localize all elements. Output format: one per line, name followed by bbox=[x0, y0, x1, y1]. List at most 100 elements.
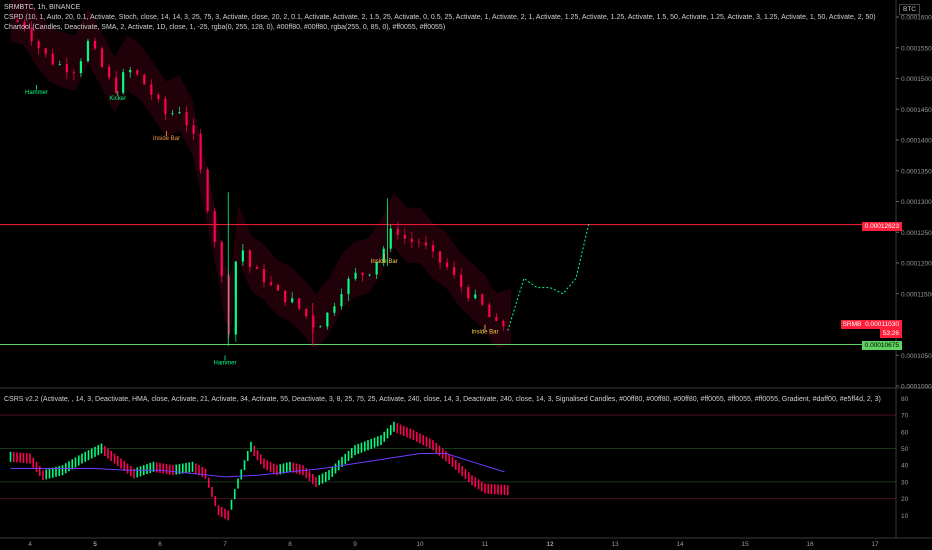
candle bbox=[312, 316, 315, 328]
pattern-label: Inside Bar bbox=[371, 259, 398, 265]
candle bbox=[93, 40, 97, 49]
chartool-indicator-legend[interactable]: Chartool (Candles, Deactivate, SMA, 2, A… bbox=[4, 24, 446, 31]
pattern-label: Kicker bbox=[109, 96, 126, 102]
candle bbox=[417, 241, 421, 243]
candle bbox=[86, 40, 90, 62]
candle bbox=[65, 64, 68, 73]
csrs-indicator-legend[interactable]: CSRS v2.2 (Activate, , 14, 3, Deactivate… bbox=[4, 396, 881, 403]
candle bbox=[326, 312, 329, 327]
candle bbox=[37, 41, 40, 49]
candle bbox=[291, 298, 294, 303]
candle bbox=[136, 70, 139, 75]
time-tick-label: 7 bbox=[223, 541, 227, 548]
candle bbox=[298, 298, 301, 309]
candle bbox=[389, 228, 392, 249]
candle bbox=[403, 234, 406, 239]
price-tick-label: 0.00014000 bbox=[901, 138, 932, 145]
candle bbox=[354, 272, 357, 279]
osc-tick-label: 60 bbox=[901, 429, 909, 436]
price-tick-label: 0.00016000 bbox=[901, 15, 932, 22]
osc-tick-label: 10 bbox=[901, 513, 909, 520]
candle bbox=[206, 169, 209, 211]
pattern-label: Inside Bar bbox=[153, 136, 180, 142]
support-price-tag: 0.00010675 bbox=[861, 341, 902, 350]
time-tick-label: 13 bbox=[611, 541, 619, 548]
candle bbox=[129, 70, 132, 73]
time-tick-label: 14 bbox=[676, 541, 684, 548]
cspd-indicator-legend[interactable]: CSPD (10, 1, Auto, 20, 0.1, Activate, St… bbox=[4, 14, 876, 21]
candle bbox=[438, 251, 442, 263]
candle bbox=[192, 125, 195, 134]
candle bbox=[248, 250, 252, 267]
time-tick-label: 12 bbox=[546, 541, 554, 548]
candle bbox=[241, 250, 244, 262]
candle bbox=[368, 274, 371, 276]
price-tick-label: 0.00013500 bbox=[901, 168, 932, 175]
price-tick-label: 0.00010000 bbox=[901, 384, 932, 391]
candle bbox=[333, 306, 336, 313]
candle bbox=[467, 287, 470, 299]
candle bbox=[347, 278, 350, 295]
countdown-tag: 53:26 bbox=[879, 329, 902, 338]
osc-tick-label: 30 bbox=[901, 479, 909, 486]
candle bbox=[284, 290, 287, 303]
candle bbox=[16, 20, 19, 22]
candle bbox=[122, 72, 125, 93]
candle bbox=[44, 48, 47, 54]
candle bbox=[431, 245, 435, 252]
candle bbox=[234, 261, 237, 335]
time-tick-label: 15 bbox=[741, 541, 749, 548]
candle bbox=[72, 72, 75, 74]
candle bbox=[495, 317, 498, 321]
candle bbox=[262, 268, 266, 283]
time-tick-label: 9 bbox=[353, 541, 357, 548]
candle bbox=[220, 242, 223, 276]
candle bbox=[171, 113, 174, 114]
candle bbox=[30, 27, 33, 42]
candle bbox=[227, 275, 230, 335]
projection-path bbox=[507, 222, 590, 331]
time-tick-label: 16 bbox=[806, 541, 814, 548]
candle bbox=[150, 84, 153, 95]
time-tick-label: 10 bbox=[416, 541, 424, 548]
candle bbox=[424, 242, 428, 246]
price-tick-label: 0.00013000 bbox=[901, 199, 932, 206]
osc-tick-label: 50 bbox=[901, 446, 909, 453]
price-tick-label: 0.00011500 bbox=[901, 291, 932, 298]
candle bbox=[488, 304, 491, 318]
candle bbox=[164, 98, 167, 114]
candle bbox=[269, 282, 273, 285]
candle bbox=[382, 248, 385, 263]
price-axis-panel bbox=[896, 0, 932, 550]
candle bbox=[213, 210, 216, 243]
time-tick-label: 8 bbox=[288, 541, 292, 548]
candle bbox=[276, 284, 280, 291]
time-tick-label: 17 bbox=[871, 541, 879, 548]
time-tick-label: 4 bbox=[28, 541, 32, 548]
price-tick-label: 0.00012000 bbox=[901, 261, 932, 268]
candle bbox=[107, 66, 111, 78]
pattern-label: Hammer bbox=[213, 360, 236, 366]
candle bbox=[79, 61, 83, 74]
candle bbox=[502, 320, 505, 327]
osc-tick-label: 40 bbox=[901, 463, 909, 470]
candle bbox=[178, 112, 181, 114]
price-tick-label: 0.00015500 bbox=[901, 45, 932, 52]
osc-tick-label: 80 bbox=[901, 396, 909, 403]
candle bbox=[199, 133, 202, 170]
time-tick-label: 5 bbox=[93, 541, 97, 548]
candle bbox=[255, 266, 259, 269]
candle bbox=[157, 94, 160, 99]
price-tick-label: 0.00015000 bbox=[901, 76, 932, 83]
candle bbox=[361, 272, 364, 276]
resistance-price-tag: 0.00012623 bbox=[861, 222, 902, 231]
osc-signal-line bbox=[10, 452, 505, 478]
price-tick-label: 0.00010500 bbox=[901, 353, 932, 360]
symbol-tag: SRMBTC bbox=[840, 320, 872, 329]
currency-button[interactable]: BTC bbox=[899, 4, 920, 15]
candle bbox=[460, 274, 463, 288]
candle bbox=[453, 267, 456, 275]
candle bbox=[185, 112, 188, 126]
candle bbox=[410, 238, 413, 242]
